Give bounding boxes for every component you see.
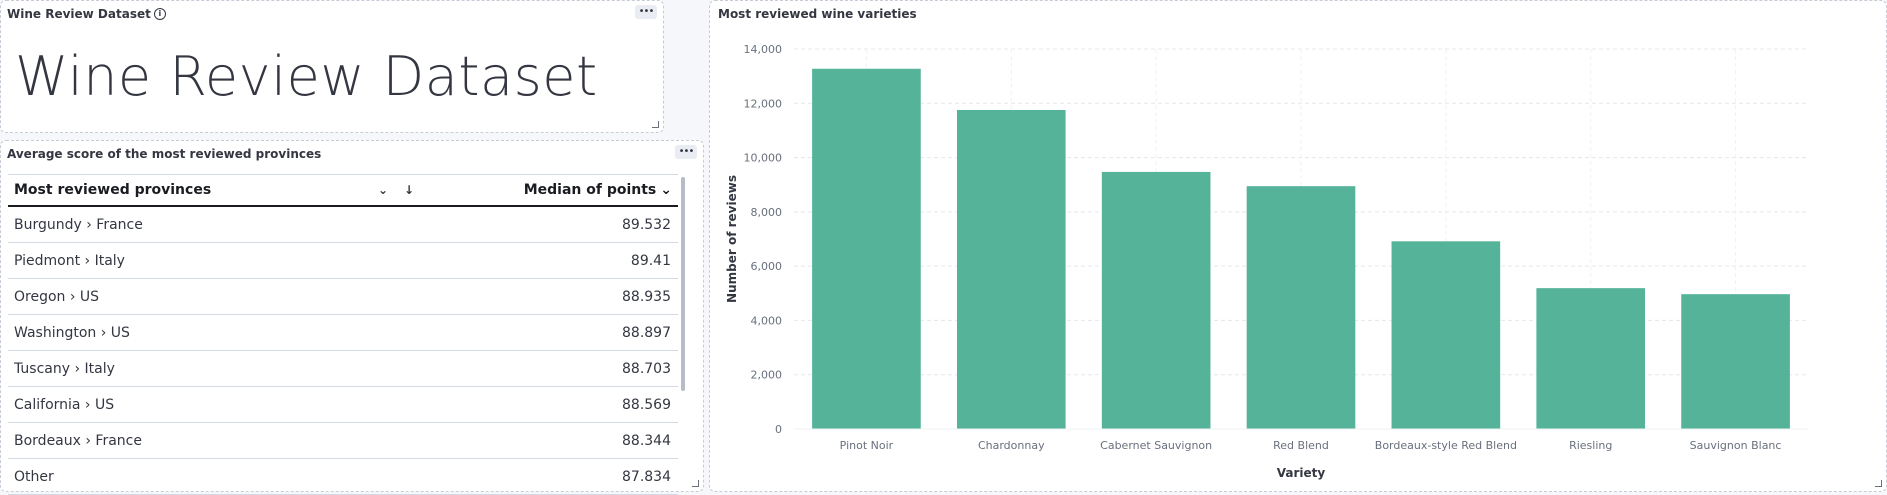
resize-handle[interactable]	[692, 480, 699, 487]
province-cell: Oregon › US	[14, 288, 100, 305]
scrollbar[interactable]	[681, 177, 685, 391]
median-points-cell: 88.344	[622, 432, 671, 449]
table-row: Other 87.834	[8, 459, 678, 495]
markdown-panel-title: Wine Review Dataset i	[7, 7, 166, 21]
y-tick-label: 10,000	[744, 152, 783, 165]
bar	[1681, 294, 1790, 429]
chart-panel: Most reviewed wine varieties 0 2,000 4,000…	[709, 0, 1887, 492]
bar	[812, 68, 921, 429]
table-row: California › US 88.569	[8, 387, 678, 423]
table-header: Most reviewed provinces ⌄ ↓ Median of po…	[8, 174, 678, 207]
table-row: Piedmont › Italy 89.41	[8, 243, 678, 279]
y-axis-title: Number of reviews	[725, 175, 739, 303]
chevron-down-icon[interactable]: ⌄	[660, 182, 672, 198]
median-points-cell: 89.532	[622, 216, 671, 233]
province-cell: Washington › US	[14, 324, 130, 341]
median-points-cell: 89.41	[630, 252, 671, 269]
info-icon[interactable]: i	[153, 8, 166, 20]
x-tick-label: Riesling	[1569, 439, 1612, 452]
table-row: Bordeaux › France 88.344	[8, 423, 678, 459]
bar	[1536, 288, 1646, 429]
table-panel: Average score of the most reviewed provi…	[0, 140, 704, 495]
bar	[1101, 171, 1211, 429]
province-cell: California › US	[14, 396, 115, 413]
y-tick-label: 6,000	[751, 260, 783, 273]
x-tick-label: Bordeaux-style Red Blend	[1375, 439, 1517, 452]
province-cell: Other	[14, 468, 54, 485]
province-cell: Bordeaux › France	[14, 432, 142, 449]
median-points-cell: 87.834	[622, 468, 671, 485]
bar-chart: 0 2,000 4,000 6,000 8,000 10,000 12,000 14,000 P…	[725, 43, 1808, 480]
table-row: Oregon › US 88.935	[8, 279, 678, 315]
median-points-cell: 88.897	[622, 324, 671, 341]
panel-options-button[interactable]: •••	[635, 5, 657, 19]
table-row: Burgundy › France 89.532	[8, 207, 678, 243]
markdown-panel-title-text: Wine Review Dataset	[7, 7, 151, 21]
panel-options-button[interactable]: •••	[675, 145, 697, 159]
province-cell: Tuscany › Italy	[14, 360, 115, 377]
table-panel-title: Average score of the most reviewed provi…	[7, 147, 322, 161]
table-row: Tuscany › Italy 88.703	[8, 351, 678, 387]
median-points-cell: 88.935	[622, 288, 671, 305]
markdown-heading: Wine Review Dataset	[15, 45, 598, 108]
table-row: Washington › US 88.897	[8, 315, 678, 351]
table-body: Burgundy › France 89.532 Piedmont › Italy 8…	[8, 207, 678, 495]
y-tick-label: 12,000	[744, 97, 783, 110]
chevron-down-icon[interactable]: ⌄	[377, 183, 389, 197]
resize-handle[interactable]	[1875, 480, 1882, 487]
y-tick-label: 0	[775, 423, 782, 436]
chart-panel-title: Most reviewed wine varieties	[718, 7, 917, 21]
x-tick-label: Sauvignon Blanc	[1690, 439, 1782, 452]
x-tick-label: Chardonnay	[978, 439, 1045, 452]
markdown-panel: Wine Review Dataset i ••• Wine Review Da…	[0, 0, 664, 133]
province-cell: Burgundy › France	[14, 216, 143, 233]
y-tick-label: 14,000	[744, 43, 783, 56]
y-tick-label: 2,000	[751, 369, 783, 382]
data-table: Most reviewed provinces ⌄ ↓ Median of po…	[8, 174, 678, 495]
bar	[956, 109, 1066, 430]
x-tick-label: Red Blend	[1273, 439, 1329, 452]
bar	[1391, 241, 1501, 429]
x-tick-label: Cabernet Sauvignon	[1100, 439, 1212, 452]
column-header-provinces[interactable]: Most reviewed provinces	[14, 182, 212, 198]
resize-handle[interactable]	[652, 121, 659, 128]
sort-descending-icon[interactable]: ↓	[403, 183, 415, 197]
y-tick-label: 8,000	[751, 206, 783, 219]
x-axis-title: Variety	[1277, 466, 1326, 480]
median-points-cell: 88.569	[622, 396, 671, 413]
y-tick-label: 4,000	[751, 314, 783, 327]
x-tick-label: Pinot Noir	[840, 439, 894, 452]
province-cell: Piedmont › Italy	[14, 252, 125, 269]
ellipsis-icon: •••	[638, 6, 655, 17]
median-points-cell: 88.703	[622, 360, 671, 377]
column-header-median[interactable]: Median of points	[523, 182, 657, 198]
ellipsis-icon: •••	[678, 146, 695, 157]
bar	[1246, 186, 1356, 429]
